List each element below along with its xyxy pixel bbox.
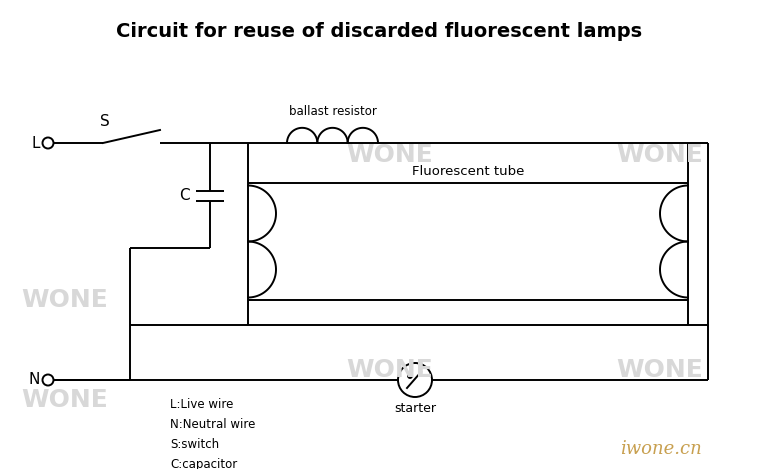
Text: L: L bbox=[32, 136, 40, 151]
Text: WONE: WONE bbox=[346, 358, 434, 382]
Text: iwone.cn: iwone.cn bbox=[620, 440, 702, 458]
Text: L:Live wire
N:Neutral wire
S:switch
C:capacitor: L:Live wire N:Neutral wire S:switch C:ca… bbox=[170, 398, 255, 469]
Text: ballast resistor: ballast resistor bbox=[289, 105, 377, 118]
Text: WONE: WONE bbox=[346, 143, 434, 167]
Text: Fluorescent tube: Fluorescent tube bbox=[412, 165, 525, 178]
Text: N: N bbox=[29, 372, 40, 387]
Text: WONE: WONE bbox=[22, 288, 108, 312]
Text: WONE: WONE bbox=[22, 388, 108, 412]
Text: S: S bbox=[100, 114, 110, 129]
Text: starter: starter bbox=[394, 402, 436, 415]
Text: WONE: WONE bbox=[616, 358, 703, 382]
Text: Circuit for reuse of discarded fluorescent lamps: Circuit for reuse of discarded fluoresce… bbox=[116, 22, 642, 41]
Text: C: C bbox=[180, 188, 190, 203]
Text: WONE: WONE bbox=[616, 143, 703, 167]
Circle shape bbox=[408, 374, 412, 378]
